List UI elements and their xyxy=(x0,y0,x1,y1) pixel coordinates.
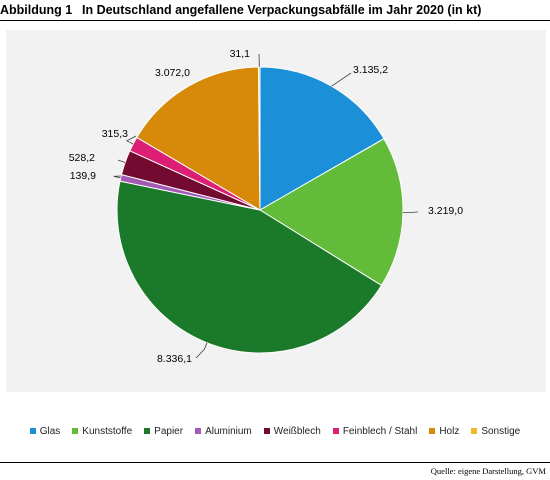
legend-item-kunststoffe: Kunststoffe xyxy=(72,426,132,437)
data-label-holz: 3.072,0 xyxy=(155,67,190,79)
legend-swatch-kunststoffe xyxy=(72,428,79,434)
pie-chart: 3.135,2 3.219,0 8.336,1 139,9 528,2 315,3 3.07… xyxy=(69,48,463,365)
leader-line-glas xyxy=(331,72,352,87)
data-label-kunststoffe: 3.219,0 xyxy=(428,205,463,217)
legend-swatch-papier xyxy=(144,428,151,434)
leader-line-weissblech xyxy=(117,159,126,163)
legend-swatch-aluminium xyxy=(195,428,202,434)
legend-item-holz: Holz xyxy=(429,426,459,437)
header-rule xyxy=(0,20,550,21)
source-note: Quelle: eigene Darstellung, GVM xyxy=(430,466,546,476)
legend-item-aluminium: Aluminium xyxy=(195,426,252,437)
plot-area: 3.135,2 3.219,0 8.336,1 139,9 528,2 315,3 3.07… xyxy=(6,30,546,392)
legend-label-holz: Holz xyxy=(439,425,460,437)
legend-swatch-holz xyxy=(429,428,436,434)
legend-item-feinblech-stahl: Feinblech / Stahl xyxy=(332,425,418,437)
leader-line-kunststoffe xyxy=(402,211,419,213)
figure-header: Abbildung 1 In Deutschland angefallene V… xyxy=(0,3,550,19)
legend-label-glas: Glas xyxy=(39,425,61,437)
figure-title: In Deutschland angefallene Verpackungsab… xyxy=(82,3,482,17)
data-label-glas: 3.135,2 xyxy=(353,64,388,76)
pie-slice-papier xyxy=(116,180,383,354)
legend-swatch-glas xyxy=(29,428,36,434)
legend-swatch-weissblech xyxy=(263,428,270,434)
legend-label-weissblech: Weißblech xyxy=(273,425,321,437)
legend-item-weissblech: Weißblech xyxy=(263,425,321,437)
data-label-sonstige: 31,1 xyxy=(230,48,251,60)
pie-slice-kunststoffe xyxy=(259,138,404,287)
data-label-papier: 8.336,1 xyxy=(157,353,192,365)
leader-line-aluminium xyxy=(113,175,122,179)
legend-item-glas: Glas xyxy=(29,425,61,437)
legend-swatch-feinblech-stahl xyxy=(332,428,339,434)
legend-label-feinblech-stahl: Feinblech / Stahl xyxy=(342,425,418,437)
legend-label-aluminium: Aluminium xyxy=(205,425,252,437)
data-label-weissblech: 528,2 xyxy=(69,152,95,164)
legend-item-sonstige: Sonstige xyxy=(471,426,520,437)
data-label-aluminium: 139,9 xyxy=(70,170,96,182)
figure-number: Abbildung 1 xyxy=(0,3,73,17)
pie-slice-sonstige xyxy=(258,66,261,211)
legend-label-sonstige: Sonstige xyxy=(481,425,521,437)
legend-item-papier: Papier xyxy=(144,426,183,437)
legend-label-papier: Papier xyxy=(154,425,184,437)
footer-rule xyxy=(0,462,550,463)
legend-swatch-sonstige xyxy=(471,428,478,434)
pie-slice-holz xyxy=(136,66,261,211)
legend-label-kunststoffe: Kunststoffe xyxy=(82,425,133,437)
data-label-feinblech-stahl: 315,3 xyxy=(102,128,128,140)
leader-line-feinblech-stahl xyxy=(126,135,137,145)
leader-line-papier xyxy=(195,342,208,359)
chart-legend: Glas Kunststoffe Papier Aluminium Weißblech F… xyxy=(0,424,550,438)
